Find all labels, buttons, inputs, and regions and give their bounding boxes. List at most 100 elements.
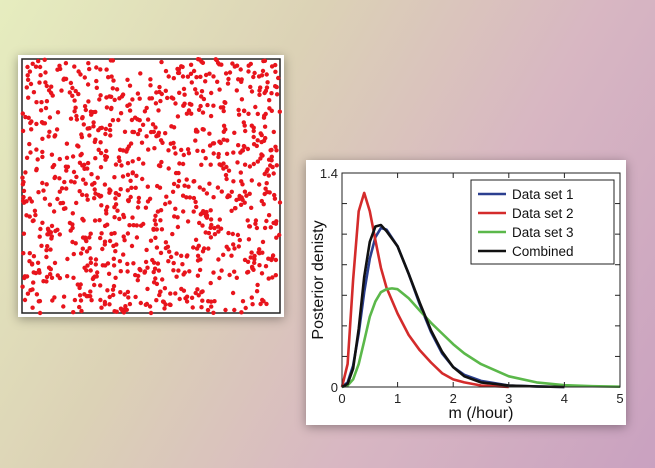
scatter-point: [270, 164, 275, 170]
x-axis-ticks: 0 1 2 3 4 5: [338, 173, 624, 406]
scatter-point: [171, 268, 176, 273]
scatter-point: [129, 243, 135, 249]
scatter-point: [191, 195, 197, 201]
scatter-point: [108, 133, 113, 138]
scatter-point: [106, 75, 111, 80]
scatter-point: [42, 57, 47, 62]
scatter-point: [44, 182, 49, 187]
scatter-point: [94, 85, 100, 90]
scatter-point: [191, 209, 196, 214]
scatter-point: [97, 218, 102, 223]
scatter-point: [95, 270, 100, 275]
scatter-point: [177, 296, 182, 302]
scatter-point: [172, 214, 177, 219]
scatter-point: [103, 131, 108, 137]
scatter-point: [30, 61, 35, 66]
scatter-point: [127, 102, 132, 107]
scatter-point: [121, 310, 127, 315]
scatter-point: [208, 235, 214, 240]
scatter-point: [110, 86, 116, 91]
scatter-point: [255, 138, 260, 143]
scatter-point: [195, 258, 201, 263]
scatter-point: [203, 79, 208, 84]
scatter-point: [184, 177, 189, 182]
scatter-point: [21, 231, 27, 236]
scatter-point: [115, 208, 120, 213]
scatter-point: [107, 238, 113, 244]
scatter-point: [240, 299, 246, 304]
scatter-point: [34, 168, 39, 173]
scatter-point: [232, 269, 237, 274]
scatter-point: [40, 220, 45, 225]
scatter-point: [207, 71, 212, 76]
scatter-point: [261, 299, 266, 304]
scatter-point: [114, 87, 120, 92]
scatter-point: [208, 280, 213, 286]
x-tick-label: 3: [505, 391, 512, 406]
scatter-point: [253, 218, 259, 223]
legend: Data set 1 Data set 2 Data set 3 Combined: [470, 179, 615, 265]
scatter-point: [71, 251, 76, 257]
scatter-point: [221, 161, 226, 166]
scatter-point: [86, 99, 91, 104]
scatter-point: [21, 200, 27, 205]
scatter-point: [257, 92, 262, 97]
scatter-point: [78, 72, 83, 77]
scatter-point: [243, 128, 248, 134]
scatter-point: [72, 297, 78, 303]
scatter-point: [137, 96, 142, 101]
scatter-point: [28, 150, 33, 155]
scatter-point: [43, 80, 48, 85]
scatter-point: [179, 147, 184, 153]
scatter-point: [84, 294, 90, 299]
scatter-point: [136, 156, 141, 162]
scatter-point: [257, 88, 262, 93]
scatter-point: [43, 70, 48, 75]
scatter-point: [266, 173, 271, 178]
scatter-point: [120, 174, 126, 179]
scatter-point: [88, 256, 93, 261]
scatter-point: [211, 195, 216, 200]
x-tick-label: 1: [394, 391, 401, 406]
scatter-point: [258, 131, 263, 136]
scatter-point: [271, 171, 276, 176]
scatter-point: [260, 68, 266, 74]
scatter-point: [74, 200, 79, 206]
scatter-point: [240, 182, 245, 187]
scatter-point: [156, 132, 161, 137]
scatter-point: [49, 236, 54, 241]
scatter-point: [227, 272, 232, 278]
scatter-point: [274, 219, 279, 224]
scatter-point: [36, 190, 41, 195]
scatter-point: [163, 245, 169, 251]
scatter-point: [211, 151, 216, 156]
scatter-point: [251, 128, 256, 134]
scatter-point: [208, 208, 213, 213]
scatter-point: [246, 237, 252, 242]
scatter-point: [126, 295, 131, 300]
scatter-plot-frame: [21, 58, 281, 314]
scatter-point: [111, 256, 117, 261]
scatter-point: [24, 85, 29, 90]
scatter-point: [82, 104, 88, 109]
scatter-point: [48, 272, 53, 277]
scatter-point: [249, 205, 254, 210]
scatter-point: [105, 288, 110, 293]
scatter-point: [221, 123, 227, 128]
scatter-point: [244, 193, 249, 198]
scatter-point: [145, 286, 150, 292]
scatter-point: [201, 246, 207, 251]
scatter-point: [98, 140, 103, 145]
scatter-point: [272, 196, 278, 201]
scatter-point: [184, 195, 189, 200]
legend-label-1: Data set 1: [512, 187, 574, 202]
scatter-point: [233, 206, 238, 211]
scatter-point: [72, 109, 77, 114]
scatter-point: [209, 222, 214, 228]
scatter-point: [104, 105, 110, 110]
scatter-point: [181, 103, 186, 108]
scatter-point: [180, 161, 186, 167]
scatter-point: [61, 294, 67, 299]
scatter-point: [205, 102, 210, 108]
scatter-point: [107, 94, 112, 99]
